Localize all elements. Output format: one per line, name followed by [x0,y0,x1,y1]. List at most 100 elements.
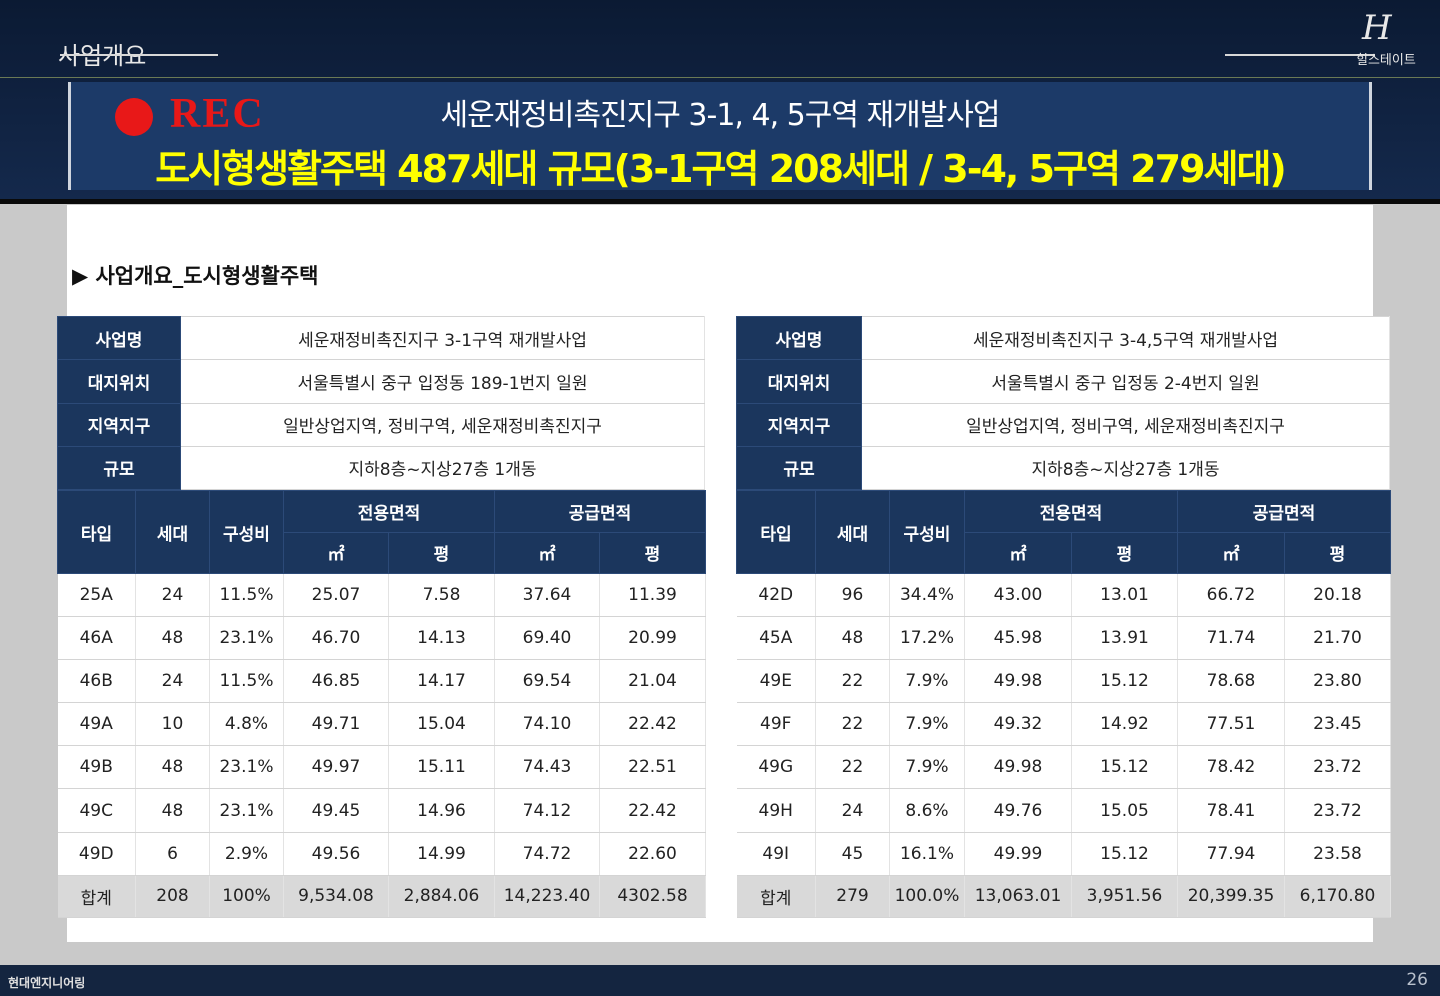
unit-table: 타입 세대 구성비 전용면적 공급면적 ㎡ 평 ㎡ 평 42D 96 34.4% 43.00 13.01 6… [736,490,1391,918]
cell: 74.12 [494,788,600,833]
cell: 78.41 [1177,788,1285,833]
total-cell: 9,534.08 [283,875,389,918]
column-header: 구성비 [889,490,965,574]
cell: 14.17 [388,659,495,704]
total-cell: 100.0% [889,875,965,918]
cell: 11.5% [209,573,284,618]
total-cell: 100% [209,875,284,918]
cell: 49.76 [964,788,1072,833]
cell: 20.18 [1284,573,1391,618]
info-label: 대지위치 [57,359,181,404]
cell: 20.99 [599,616,706,661]
data-row: 49A 10 4.8% 49.71 15.04 74.10 22.42 [57,702,706,747]
cell: 23.72 [1284,788,1391,833]
total-cell: 2,884.06 [388,875,495,918]
divider [60,54,218,56]
cell: 74.43 [494,745,600,790]
total-cell: 20,399.35 [1177,875,1285,918]
cell: 2.9% [209,832,284,876]
footer [0,965,1440,996]
cell: 71.74 [1177,616,1285,661]
cell: 49.97 [283,745,389,790]
cell: 49D [57,832,136,876]
section-title: 사업개요 [58,42,147,70]
cell: 49.32 [964,702,1072,747]
cell: 15.05 [1071,788,1178,833]
cell: 24 [815,788,890,833]
info-row: 사업명 세운재정비촉진지구 3-4,5구역 재개발사업 [736,315,1390,361]
cell: 49H [736,788,816,833]
column-header: 타입 [736,490,816,574]
cell: 45A [736,616,816,661]
cell: 48 [135,616,210,661]
cell: 49.45 [283,788,389,833]
unit-header: 평 [1284,531,1391,574]
cell: 49I [736,832,816,876]
info-label: 규모 [57,445,181,491]
info-label: 지역지구 [736,402,862,447]
cell: 22.42 [599,788,706,833]
cell: 15.12 [1071,832,1178,876]
cell: 22.42 [599,702,706,747]
info-row: 규모 지하8층~지상27층 1개동 [736,445,1390,491]
info-row: 규모 지하8층~지상27층 1개동 [57,445,705,491]
cell: 69.40 [494,616,600,661]
banner [68,82,1372,190]
cell: 46B [57,659,136,704]
cell: 77.94 [1177,832,1285,876]
unit-header: ㎡ [1177,531,1285,574]
total-cell: 13,063.01 [964,875,1072,918]
cell: 23.58 [1284,832,1391,876]
cell: 78.42 [1177,745,1285,790]
unit-header: ㎡ [494,531,600,574]
header-row: ㎡ 평 ㎡ 평 [737,531,1391,574]
cell: 42D [736,573,816,618]
project-table: 사업명 세운재정비촉진지구 3-4,5구역 재개발사업 대지위치 서울특별시 중구 입… [736,315,1391,918]
cell: 23.1% [209,616,284,661]
cell: 22 [815,702,890,747]
cell: 23.72 [1284,745,1391,790]
divider [1225,54,1375,56]
info-value: 지하8층~지상27층 1개동 [861,445,1390,491]
group-header: 공급면적 [1177,490,1391,533]
info-label: 사업명 [736,315,862,361]
cell: 15.12 [1071,659,1178,704]
data-row: 49C 48 23.1% 49.45 14.96 74.12 22.42 [57,788,706,833]
info-label: 대지위치 [736,359,862,404]
total-cell: 6,170.80 [1284,875,1391,918]
cell: 49C [57,788,136,833]
info-label: 사업명 [57,315,181,361]
total-cell: 3,951.56 [1071,875,1178,918]
cell: 7.9% [889,659,965,704]
info-row: 대지위치 서울특별시 중구 입정동 189-1번지 일원 [57,359,705,404]
cell: 25.07 [283,573,389,618]
cell: 22 [815,659,890,704]
cell: 6 [135,832,210,876]
total-cell: 합계 [736,875,816,918]
data-row: 42D 96 34.4% 43.00 13.01 66.72 20.18 [736,573,1391,618]
cell: 14.99 [388,832,495,876]
cell: 14.96 [388,788,495,833]
logo: H [1362,8,1392,48]
info-value: 서울특별시 중구 입정동 2-4번지 일원 [861,359,1390,404]
cell: 11.5% [209,659,284,704]
cell: 46A [57,616,136,661]
info-row: 지역지구 일반상업지역, 정비구역, 세운재정비촉진지구 [57,402,705,447]
data-row: 46B 24 11.5% 46.85 14.17 69.54 21.04 [57,659,706,704]
cell: 74.10 [494,702,600,747]
info-table: 사업명 세운재정비촉진지구 3-1구역 재개발사업 대지위치 서울특별시 중구 입정동… [57,315,705,491]
column-header: 세대 [815,490,890,574]
column-header: 세대 [135,490,210,574]
cell: 24 [135,659,210,704]
info-value: 일반상업지역, 정비구역, 세운재정비촉진지구 [180,402,705,447]
cell: 13.91 [1071,616,1178,661]
cell: 21.70 [1284,616,1391,661]
cell: 14.13 [388,616,495,661]
rec-dot [115,98,153,136]
unit-header: 평 [1071,531,1178,574]
info-row: 대지위치 서울특별시 중구 입정동 2-4번지 일원 [736,359,1390,404]
info-label: 규모 [736,445,862,491]
info-value: 세운재정비촉진지구 3-4,5구역 재개발사업 [861,315,1390,361]
data-row: 49G 22 7.9% 49.98 15.12 78.42 23.72 [736,745,1391,790]
